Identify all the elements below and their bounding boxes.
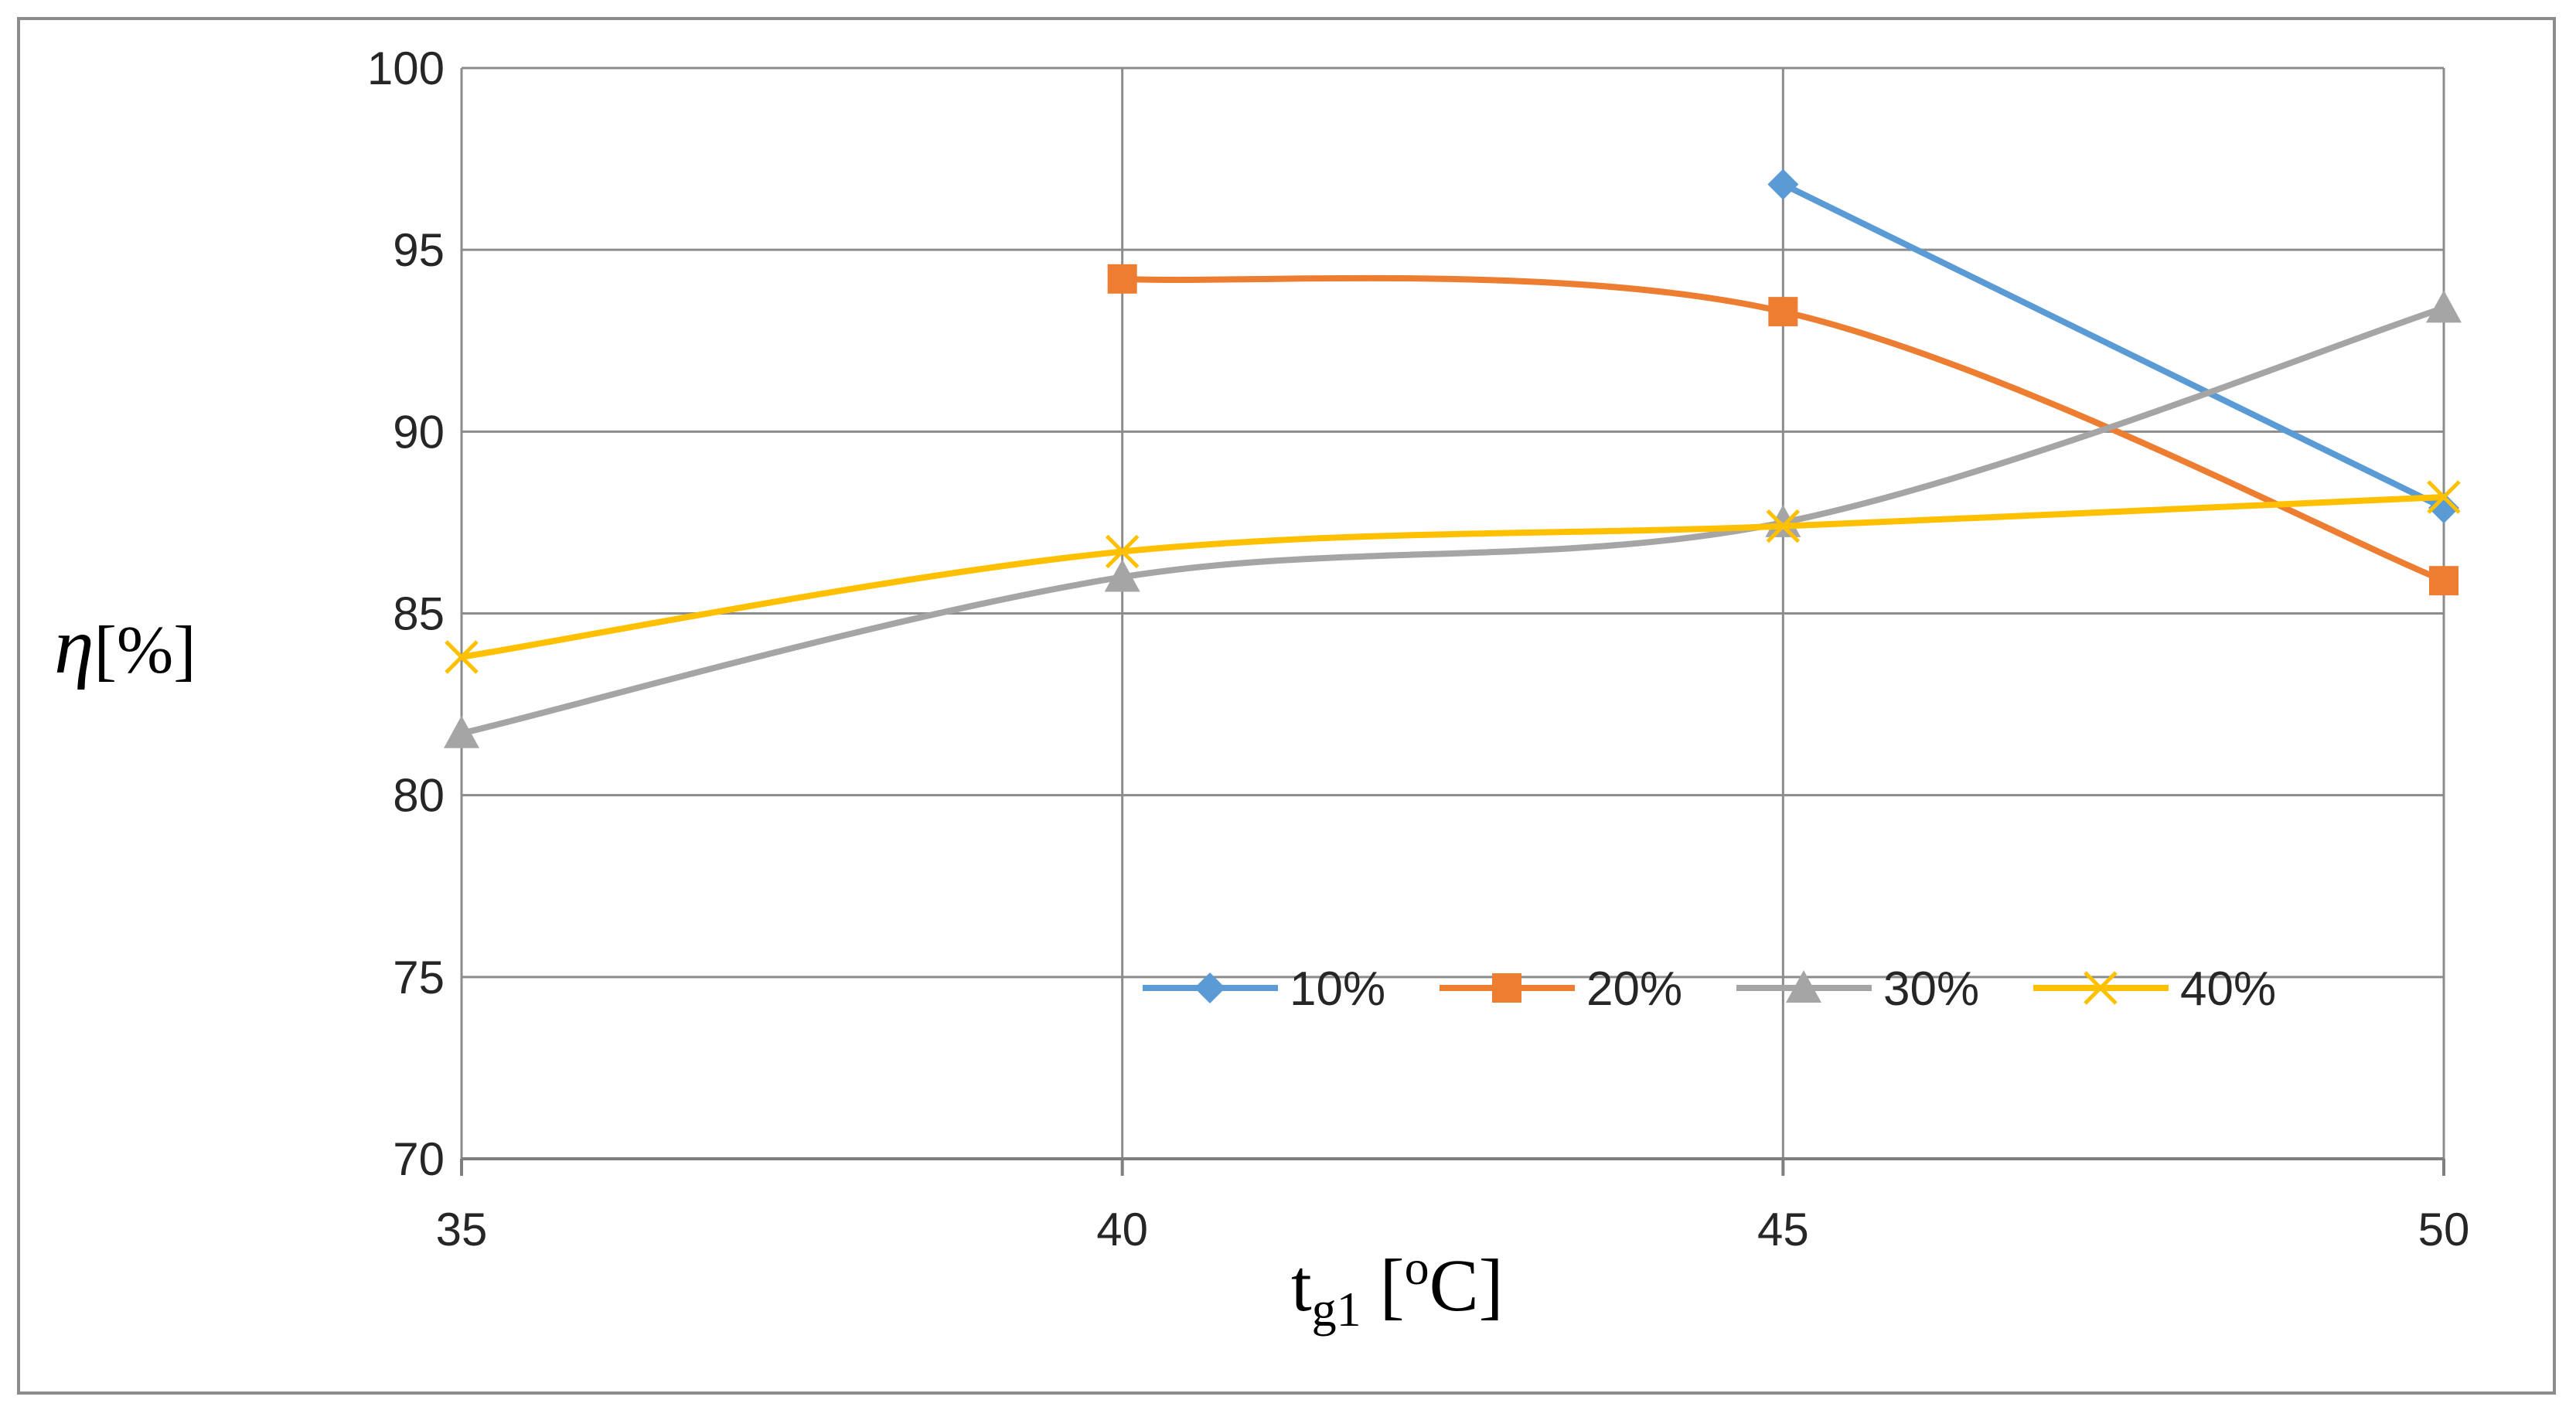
x-axis-superscript: o (1405, 1240, 1429, 1295)
series-line (458, 493, 2447, 660)
y-tick-labels: 70 75 80 85 90 95 100 (367, 43, 445, 1185)
data-point (1768, 297, 1798, 327)
legend-marker (2084, 971, 2118, 1005)
legend-item: 20% (1440, 962, 1682, 1016)
data-point (2429, 566, 2458, 596)
y-tick-label: 90 (393, 406, 445, 458)
series-line (458, 305, 2447, 737)
x-axis-unit: C] (1429, 1244, 1504, 1327)
legend-marker (1786, 970, 1821, 1003)
data-point (444, 715, 479, 748)
y-axis-unit: [%] (94, 613, 196, 688)
series-30pct (444, 290, 2462, 748)
y-tick-label: 95 (393, 224, 445, 276)
x-marker-stroke (2427, 480, 2461, 514)
x-axis-subscript: g1 (1312, 1282, 1361, 1337)
y-tick-label: 75 (393, 952, 445, 1003)
x-tick-label: 50 (2418, 1204, 2470, 1255)
legend-label: 20% (1586, 962, 1682, 1016)
legend-marker (1492, 973, 1521, 1003)
x-axis-bracket: [ (1361, 1244, 1405, 1327)
legend-label: 40% (2180, 962, 2276, 1016)
legend-item: 40% (2033, 962, 2276, 1016)
data-point (2426, 290, 2462, 323)
legend-marker (1194, 972, 1225, 1003)
data-point (1105, 534, 1140, 569)
series-line (1780, 181, 2447, 512)
x-marker-stroke (445, 640, 479, 674)
x-marker-stroke (1766, 509, 1801, 543)
x-tick-labels: 35 40 45 50 (436, 1204, 2470, 1255)
series-40pct (445, 480, 2461, 674)
series-10pct (1767, 169, 2459, 524)
x-marker-stroke (2084, 971, 2118, 1005)
x-tick-label: 35 (436, 1204, 488, 1255)
data-point (2427, 480, 2461, 514)
legend-item: 10% (1143, 962, 1385, 1016)
data-point (1767, 169, 1799, 200)
y-tick-label: 80 (393, 770, 445, 822)
legend-label: 10% (1290, 962, 1385, 1016)
axes (460, 1157, 2445, 1176)
gridlines (460, 66, 2445, 1159)
legend: 10% 20% 30% 40% (1143, 962, 2276, 1016)
y-tick-label: 70 (393, 1133, 445, 1185)
data-point (445, 640, 479, 674)
x-axis-main: t (1291, 1244, 1312, 1327)
y-axis-symbol: η (54, 601, 94, 690)
data-point (1104, 559, 1140, 592)
x-tick-label: 40 (1096, 1204, 1148, 1255)
x-axis-title: tg1 [oC] (1291, 1240, 1504, 1337)
y-tick-label: 100 (367, 43, 445, 94)
y-tick-label: 85 (393, 588, 445, 640)
legend-label: 30% (1883, 962, 1979, 1016)
chart-frame (17, 17, 2556, 1395)
x-tick-label: 45 (1757, 1204, 1809, 1255)
y-axis-title: η[%] (54, 601, 196, 690)
data-point (1766, 509, 1801, 543)
data-point (1107, 264, 1137, 294)
legend-item: 30% (1736, 962, 1979, 1016)
series-layer (444, 169, 2462, 748)
x-marker-stroke (1105, 534, 1140, 569)
